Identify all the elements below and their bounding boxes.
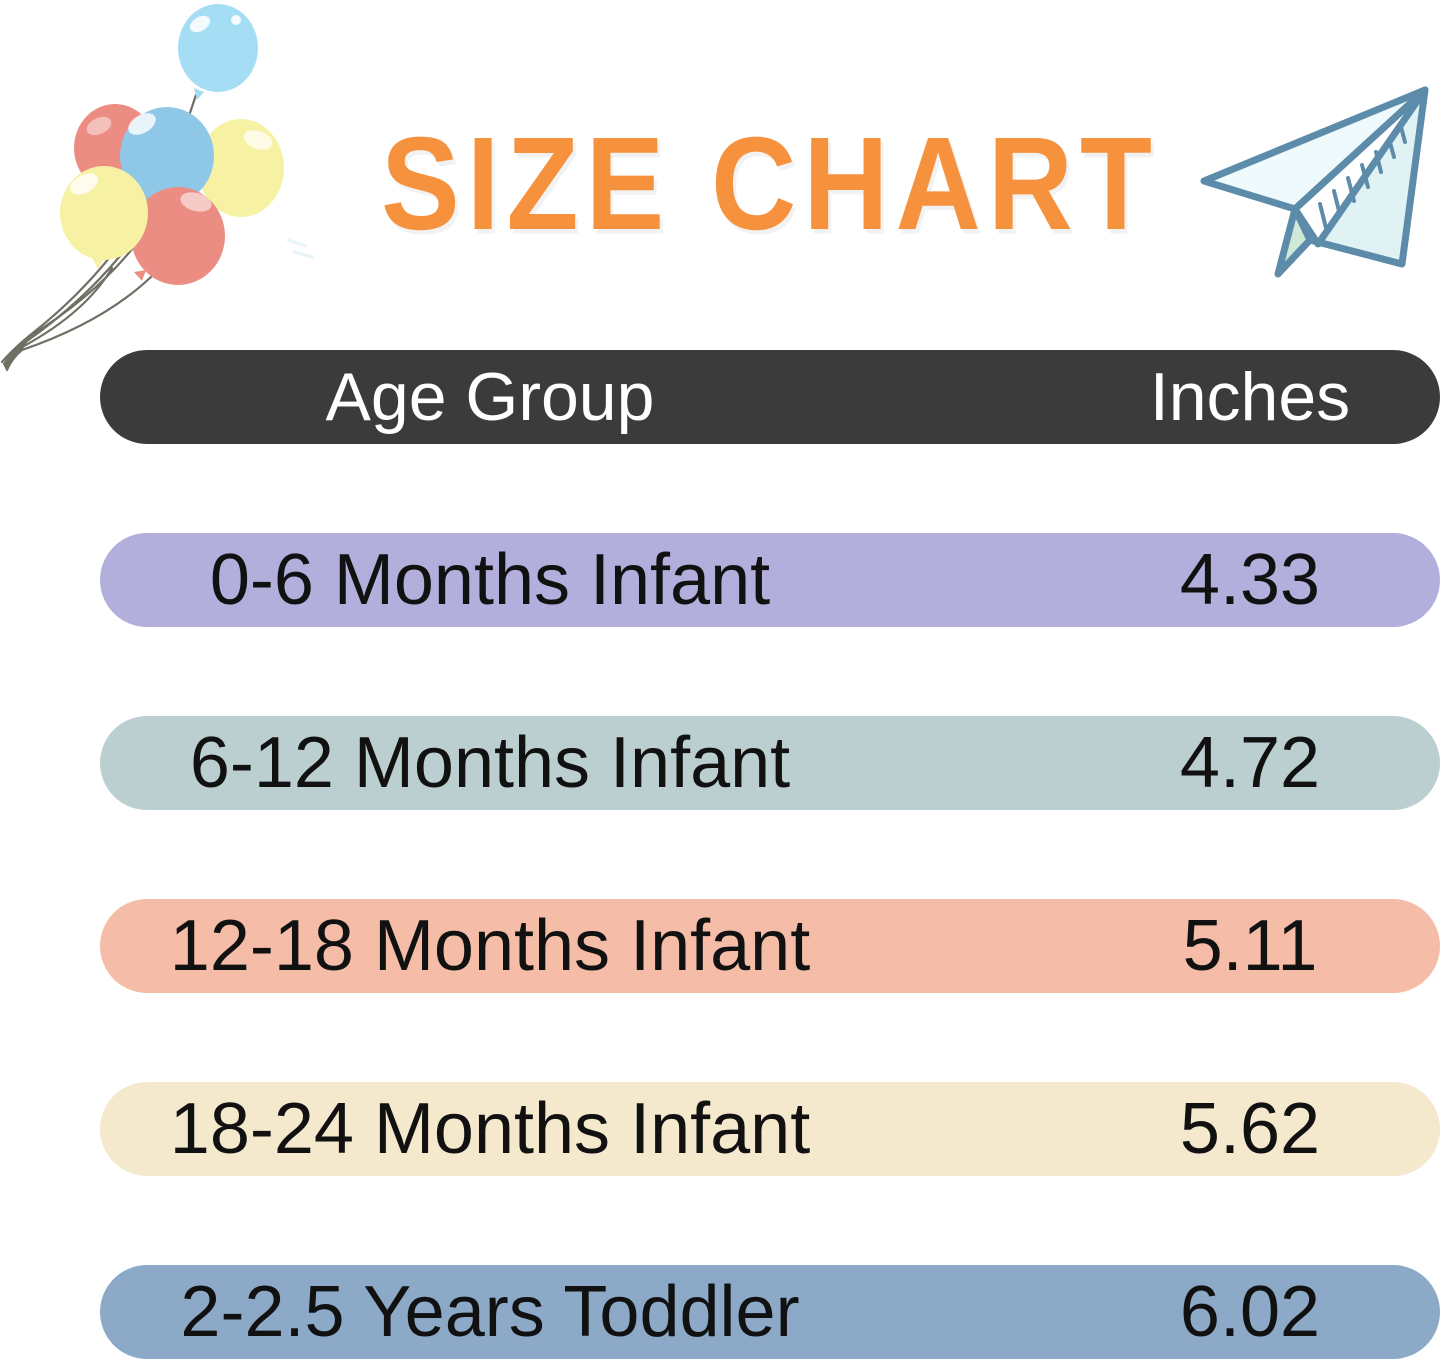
table-row: 6-12 Months Infant 4.72 <box>100 716 1440 810</box>
inches-value: 5.62 <box>1179 1089 1321 1169</box>
age-group-label: 0-6 Months Infant <box>209 540 771 620</box>
inches-value: 4.33 <box>1179 540 1321 620</box>
table-row: 12-18 Months Infant 5.11 <box>100 899 1440 993</box>
table-row: 18-24 Months Infant 5.62 <box>100 1082 1440 1176</box>
size-table: Age Group Inches 0-6 Months Infant 4.33 … <box>100 350 1440 1359</box>
inches-value: 4.72 <box>1179 723 1321 803</box>
inches-value: 5.11 <box>1182 906 1318 986</box>
age-group-label: 18-24 Months Infant <box>169 1089 811 1169</box>
age-group-label: 6-12 Months Infant <box>189 723 791 803</box>
column-header-age-group: Age Group <box>325 359 655 435</box>
table-row: 2-2.5 Years Toddler 6.02 <box>100 1265 1440 1359</box>
page-title: SIZE CHART <box>381 110 1159 259</box>
age-group-label: 12-18 Months Infant <box>169 906 811 986</box>
age-group-label: 2-2.5 Years Toddler <box>180 1272 800 1352</box>
paper-plane-icon <box>1200 86 1429 278</box>
inches-value: 6.02 <box>1179 1272 1321 1352</box>
table-header: Age Group Inches <box>100 350 1440 444</box>
balloons-icon <box>0 4 284 372</box>
column-header-inches: Inches <box>1149 359 1351 435</box>
sparkle-icon <box>286 238 314 259</box>
table-row: 0-6 Months Infant 4.33 <box>100 533 1440 627</box>
